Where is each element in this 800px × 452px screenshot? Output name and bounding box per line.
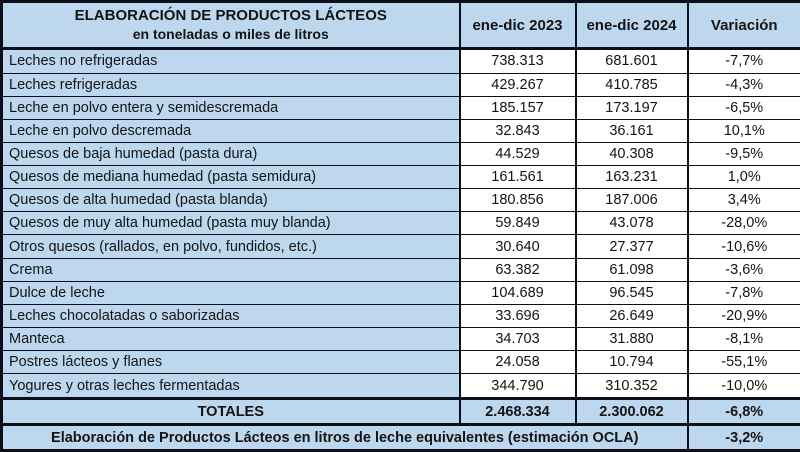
- value-2023: 24.058: [458, 350, 577, 375]
- table-row: Leche en polvo descremada 32.843 36.161 …: [0, 118, 800, 143]
- value-variation: -10,0%: [686, 373, 800, 399]
- value-2023: 44.529: [458, 141, 577, 167]
- value-variation: -20,9%: [686, 303, 800, 329]
- value-2023: 344.790: [458, 373, 577, 399]
- table-row: Quesos de mediana humedad (pasta semidur…: [0, 165, 800, 190]
- value-2024: 10.794: [574, 350, 689, 375]
- product-label: Leches refrigeradas: [0, 72, 461, 97]
- value-variation: -10,6%: [686, 234, 800, 259]
- value-2024: 410.785: [574, 72, 689, 97]
- product-label: Manteca: [0, 327, 461, 352]
- product-label: Quesos de baja humedad (pasta dura): [0, 141, 461, 167]
- footnote-label: Elaboración de Productos Lácteos en litr…: [0, 424, 689, 452]
- product-label: Leches chocolatadas o saborizadas: [0, 303, 461, 329]
- table-row: Quesos de alta humedad (pasta blanda) 18…: [0, 188, 800, 213]
- value-2023: 429.267: [458, 72, 577, 97]
- table-row: Quesos de muy alta humedad (pasta muy bl…: [0, 211, 800, 236]
- totals-value-2024: 2.300.062: [574, 397, 689, 426]
- value-2024: 27.377: [574, 234, 689, 259]
- value-2023: 738.313: [458, 48, 577, 74]
- footnote-variation: -3,2%: [686, 424, 800, 452]
- value-variation: -4,3%: [686, 72, 800, 97]
- product-label: Leche en polvo entera y semidescremada: [0, 95, 461, 120]
- value-variation: -9,5%: [686, 141, 800, 167]
- value-2023: 180.856: [458, 188, 577, 213]
- table-row: Crema 63.382 61.098 -3,6%: [0, 257, 800, 282]
- value-2023: 30.640: [458, 234, 577, 259]
- value-variation: -7,7%: [686, 48, 800, 74]
- value-2024: 681.601: [574, 48, 689, 74]
- value-2024: 96.545: [574, 280, 689, 305]
- value-2024: 31.880: [574, 327, 689, 352]
- column-header-2023: ene-dic 2023: [458, 1, 577, 50]
- value-2024: 61.098: [574, 257, 689, 282]
- value-2023: 32.843: [458, 118, 577, 143]
- value-2023: 33.696: [458, 303, 577, 329]
- value-2023: 63.382: [458, 257, 577, 282]
- value-2024: 163.231: [574, 165, 689, 190]
- value-variation: 1,0%: [686, 165, 800, 190]
- product-label: Postres lácteos y flanes: [0, 350, 461, 375]
- value-variation: 10,1%: [686, 118, 800, 143]
- value-2024: 40.308: [574, 141, 689, 167]
- value-2024: 36.161: [574, 118, 689, 143]
- totals-row: TOTALES 2.468.334 2.300.062 -6,8%: [0, 397, 800, 426]
- product-label: Quesos de muy alta humedad (pasta muy bl…: [0, 211, 461, 236]
- value-2024: 310.352: [574, 373, 689, 399]
- table-row: Leches no refrigeradas 738.313 681.601 -…: [0, 48, 800, 74]
- value-variation: 3,4%: [686, 188, 800, 213]
- value-2023: 59.849: [458, 211, 577, 236]
- product-label: Quesos de alta humedad (pasta blanda): [0, 188, 461, 213]
- table-row: Leches chocolatadas o saborizadas 33.696…: [0, 303, 800, 329]
- product-label: Leche en polvo descremada: [0, 118, 461, 143]
- value-2023: 185.157: [458, 95, 577, 120]
- footnote-row: Elaboración de Productos Lácteos en litr…: [0, 424, 800, 452]
- table-footer: TOTALES 2.468.334 2.300.062 -6,8% Elabor…: [0, 397, 800, 452]
- table-row: Leches refrigeradas 429.267 410.785 -4,3…: [0, 72, 800, 97]
- table-row: Yogures y otras leches fermentadas 344.7…: [0, 373, 800, 399]
- value-variation: -8,1%: [686, 327, 800, 352]
- product-label: Crema: [0, 257, 461, 282]
- value-2024: 26.649: [574, 303, 689, 329]
- value-2024: 173.197: [574, 95, 689, 120]
- column-header-variation: Variación: [686, 1, 800, 50]
- value-variation: -6,5%: [686, 95, 800, 120]
- totals-value-2023: 2.468.334: [458, 397, 577, 426]
- totals-variation: -6,8%: [686, 397, 800, 426]
- value-variation: -7,8%: [686, 280, 800, 305]
- table-row: Postres lácteos y flanes 24.058 10.794 -…: [0, 350, 800, 375]
- value-variation: -55,1%: [686, 350, 800, 375]
- table-row: Dulce de leche 104.689 96.545 -7,8%: [0, 280, 800, 305]
- value-variation: -28,0%: [686, 211, 800, 236]
- table-row: Leche en polvo entera y semidescremada 1…: [0, 95, 800, 120]
- product-label: Leches no refrigeradas: [0, 48, 461, 74]
- table-row: Manteca 34.703 31.880 -8,1%: [0, 327, 800, 352]
- table-title: ELABORACIÓN DE PRODUCTOS LÁCTEOS: [74, 7, 387, 25]
- table-title-cell: ELABORACIÓN DE PRODUCTOS LÁCTEOS en tone…: [0, 1, 461, 50]
- table-row: Quesos de baja humedad (pasta dura) 44.5…: [0, 141, 800, 167]
- table-header: ELABORACIÓN DE PRODUCTOS LÁCTEOS en tone…: [0, 1, 800, 50]
- table-subtitle: en toneladas o miles de litros: [132, 26, 329, 43]
- product-label: Dulce de leche: [0, 280, 461, 305]
- value-2024: 187.006: [574, 188, 689, 213]
- value-2024: 43.078: [574, 211, 689, 236]
- value-2023: 161.561: [458, 165, 577, 190]
- table-body: Leches no refrigeradas 738.313 681.601 -…: [0, 48, 800, 399]
- table-row: Otros quesos (rallados, en polvo, fundid…: [0, 234, 800, 259]
- product-label: Yogures y otras leches fermentadas: [0, 373, 461, 399]
- value-2023: 104.689: [458, 280, 577, 305]
- header-row: ELABORACIÓN DE PRODUCTOS LÁCTEOS en tone…: [0, 1, 800, 50]
- product-label: Otros quesos (rallados, en polvo, fundid…: [0, 234, 461, 259]
- totals-label: TOTALES: [0, 397, 461, 426]
- value-variation: -3,6%: [686, 257, 800, 282]
- value-2023: 34.703: [458, 327, 577, 352]
- product-label: Quesos de mediana humedad (pasta semidur…: [0, 165, 461, 190]
- column-header-2024: ene-dic 2024: [574, 1, 689, 50]
